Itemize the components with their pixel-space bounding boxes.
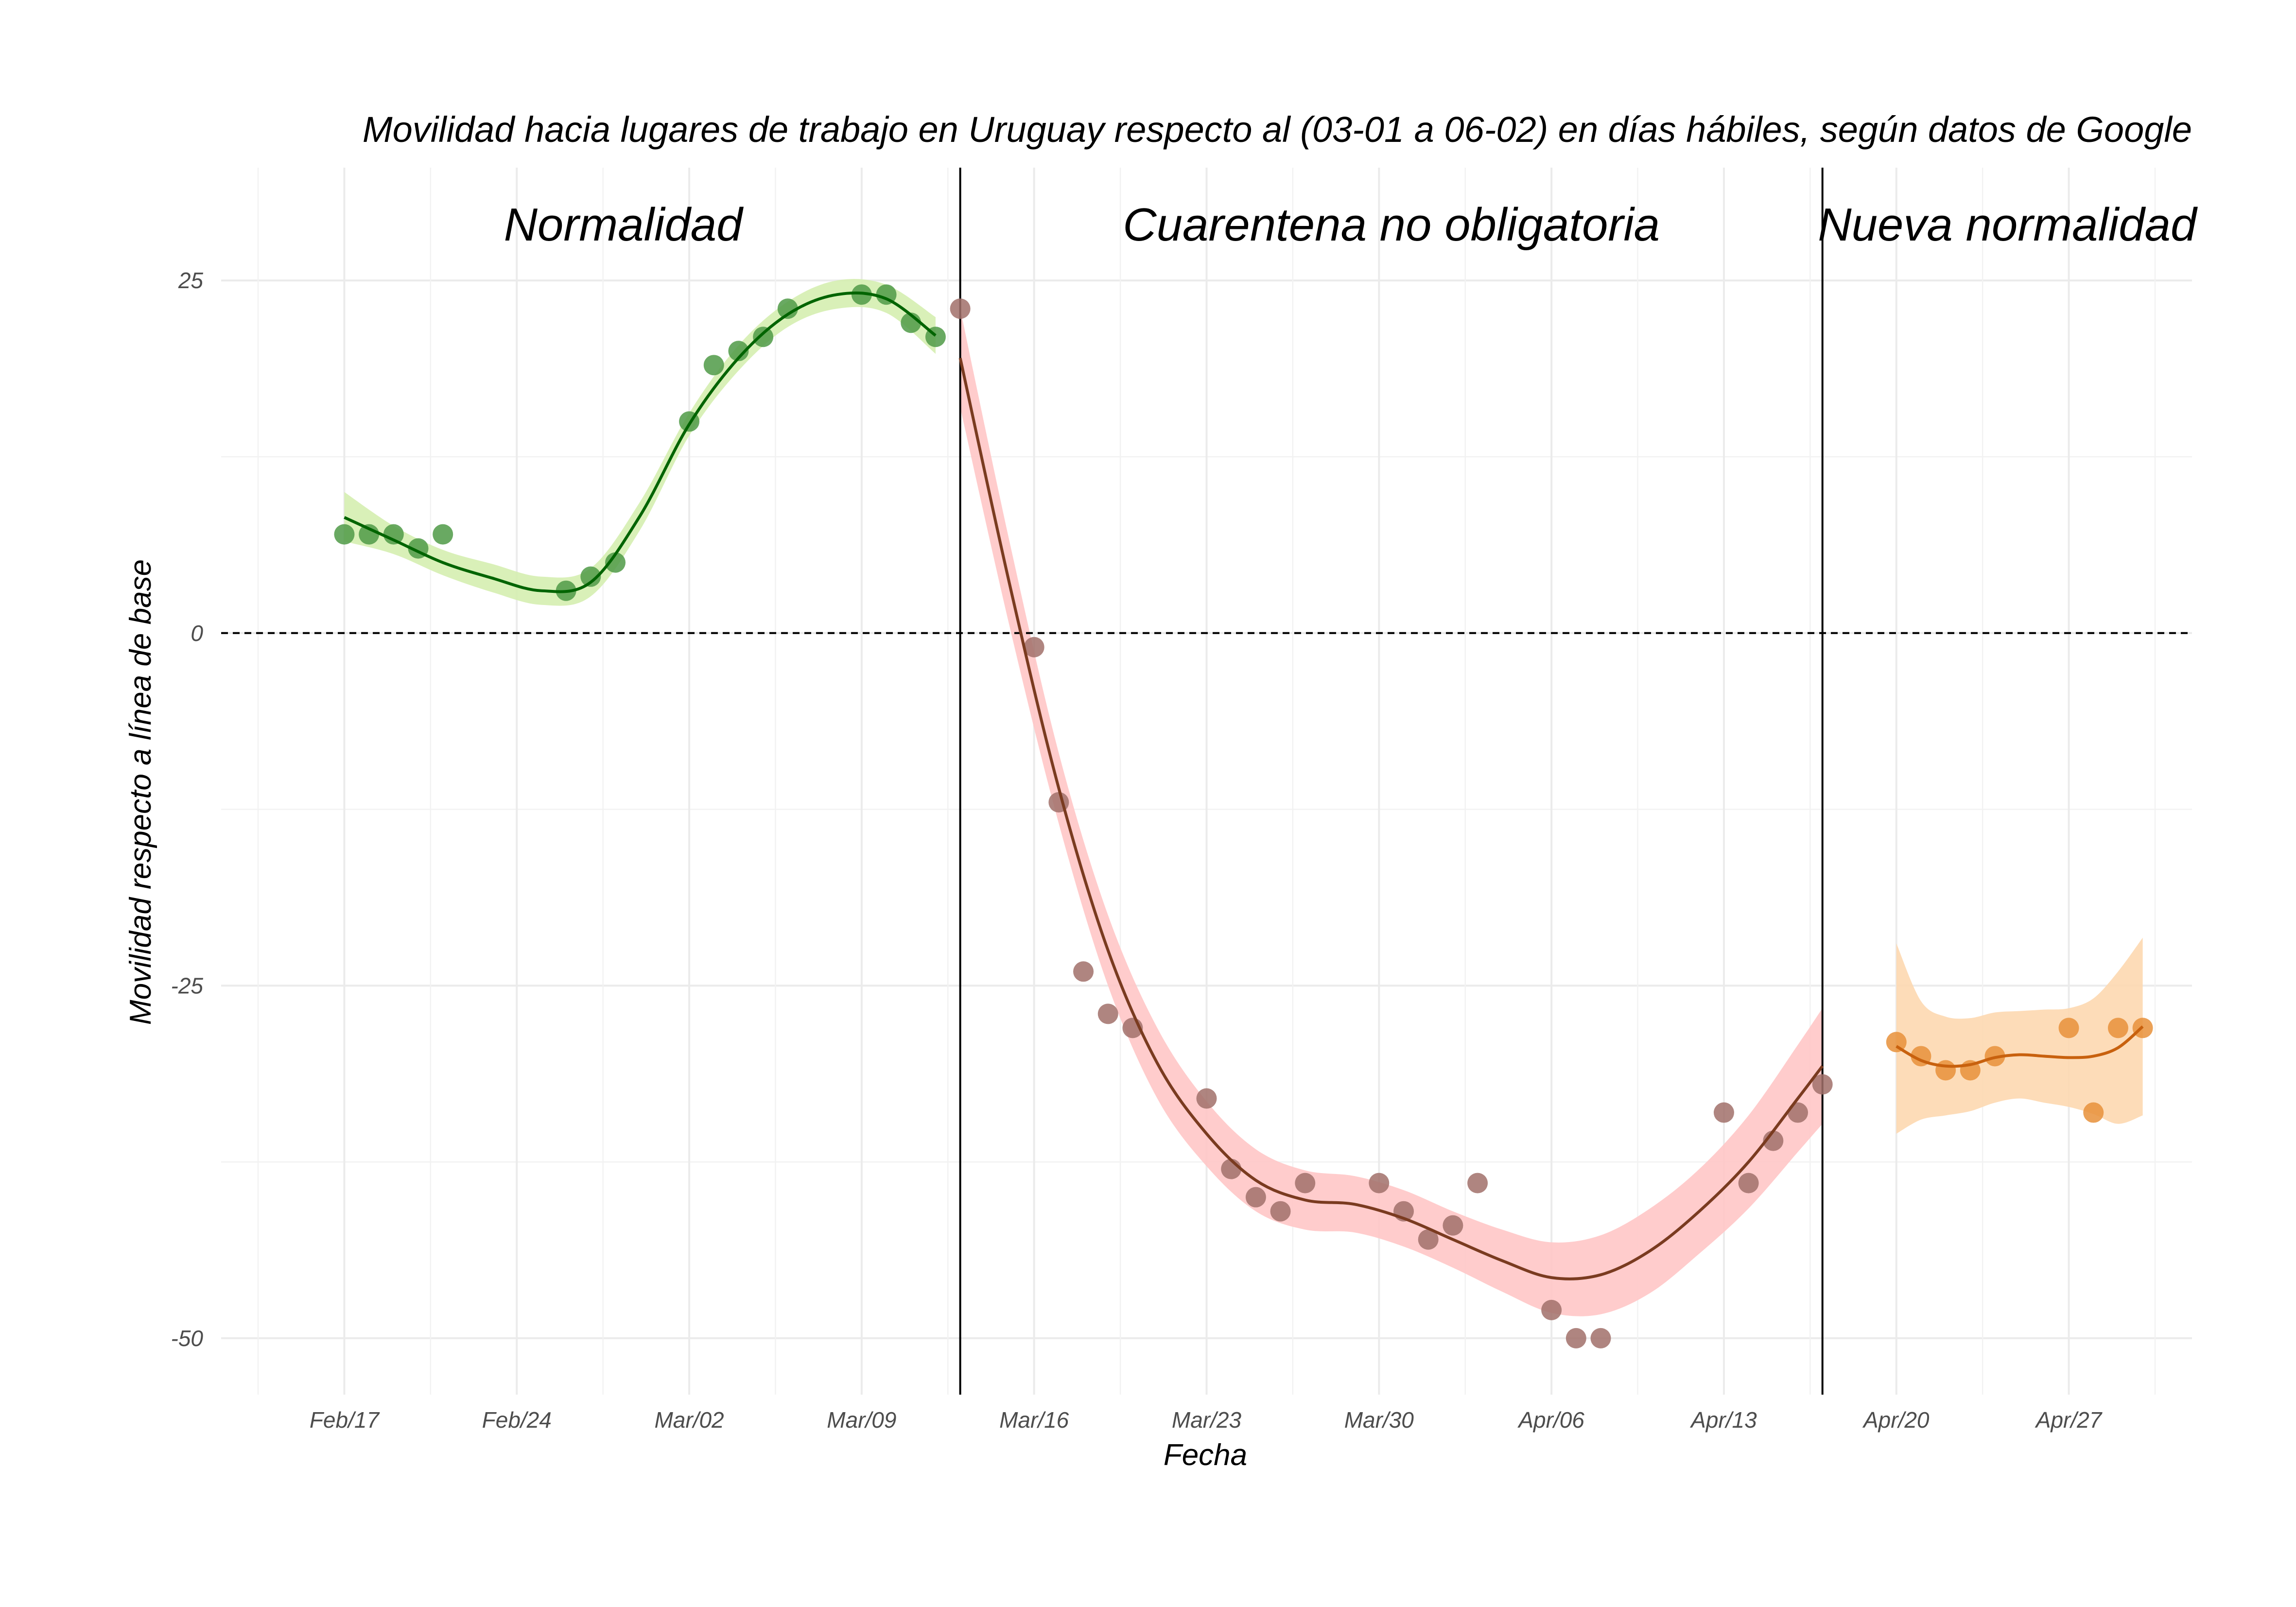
data-point [1196, 1088, 1217, 1109]
confidence-bands [344, 279, 2143, 1316]
smooth-line-1 [344, 291, 937, 593]
data-point [1590, 1328, 1611, 1348]
x-axis-label: Fecha [1164, 1438, 1247, 1472]
confidence-band-3 [1896, 937, 2143, 1134]
x-tick-label: Apr/06 [1517, 1407, 1584, 1433]
data-point [1369, 1173, 1390, 1193]
data-point [433, 524, 453, 545]
x-tick-label: Feb/17 [310, 1407, 380, 1433]
data-point [2107, 1018, 2128, 1038]
data-point [359, 524, 380, 545]
phase-labels: Normalidad Cuarentena no obligatoria Nueva… [504, 199, 2198, 251]
phase-label: Normalidad [504, 199, 744, 251]
data-point [1418, 1229, 1439, 1250]
plot-grid [221, 168, 2192, 1395]
data-point [1713, 1102, 1734, 1123]
data-point [2058, 1018, 2079, 1038]
data-point [1788, 1102, 1808, 1123]
data-point [1443, 1215, 1463, 1236]
phase-boundaries [959, 168, 1824, 1395]
data-point [1541, 1299, 1562, 1320]
data-point [580, 566, 601, 587]
data-point [728, 341, 749, 362]
x-tick-label: Mar/02 [654, 1407, 724, 1433]
x-tick-label: Apr/20 [1862, 1407, 1930, 1433]
x-tick-label: Mar/16 [999, 1407, 1069, 1433]
data-point [1097, 1003, 1118, 1024]
smooth-curves [344, 291, 2144, 1280]
data-point [1467, 1173, 1488, 1193]
data-point [753, 327, 774, 347]
phase-label: Cuarentena no obligatoria [1123, 199, 1660, 251]
x-tick-label: Mar/23 [1172, 1407, 1242, 1433]
y-axis-ticks: 25 0 -25 -50 [171, 268, 204, 1351]
data-point [703, 355, 724, 376]
data-point [1738, 1173, 1759, 1193]
confidence-band-1 [344, 279, 936, 606]
x-tick-label: Mar/30 [1344, 1407, 1414, 1433]
x-axis-ticks: Feb/17 Feb/24 Mar/02 Mar/09 Mar/16 Mar/23 Mar/… [310, 1407, 2103, 1433]
data-point [1024, 637, 1044, 657]
chart-title: Movilidad hacia lugares de trabajo en Ur… [363, 109, 2192, 150]
data-point [777, 298, 798, 319]
y-tick-label: 25 [178, 268, 204, 293]
data-point [1886, 1032, 1907, 1053]
y-axis-label: Movilidad respecto a línea de base [124, 559, 157, 1025]
phase-label: Nueva normalidad [1818, 199, 2198, 251]
data-point [1073, 961, 1094, 982]
x-tick-label: Apr/13 [1689, 1407, 1757, 1433]
smooth-line-2 [958, 358, 1824, 1280]
x-tick-label: Apr/27 [2035, 1407, 2103, 1433]
data-point [1565, 1328, 1586, 1348]
data-point [1270, 1201, 1291, 1222]
data-point [605, 552, 626, 573]
y-tick-label: -25 [171, 973, 204, 998]
data-point [1812, 1074, 1833, 1095]
data-point [1295, 1173, 1316, 1193]
data-point [383, 524, 404, 545]
data-point [950, 298, 971, 319]
smooth-line-3 [1896, 1025, 2144, 1068]
data-point [2083, 1102, 2104, 1123]
x-tick-label: Feb/24 [482, 1407, 552, 1433]
confidence-band-2 [960, 309, 1823, 1316]
data-point [1935, 1060, 1956, 1081]
y-tick-label: -50 [171, 1326, 204, 1351]
y-tick-label: 0 [191, 621, 203, 646]
data-point [1245, 1187, 1266, 1208]
data-point [334, 524, 355, 545]
x-tick-label: Mar/09 [827, 1407, 896, 1433]
